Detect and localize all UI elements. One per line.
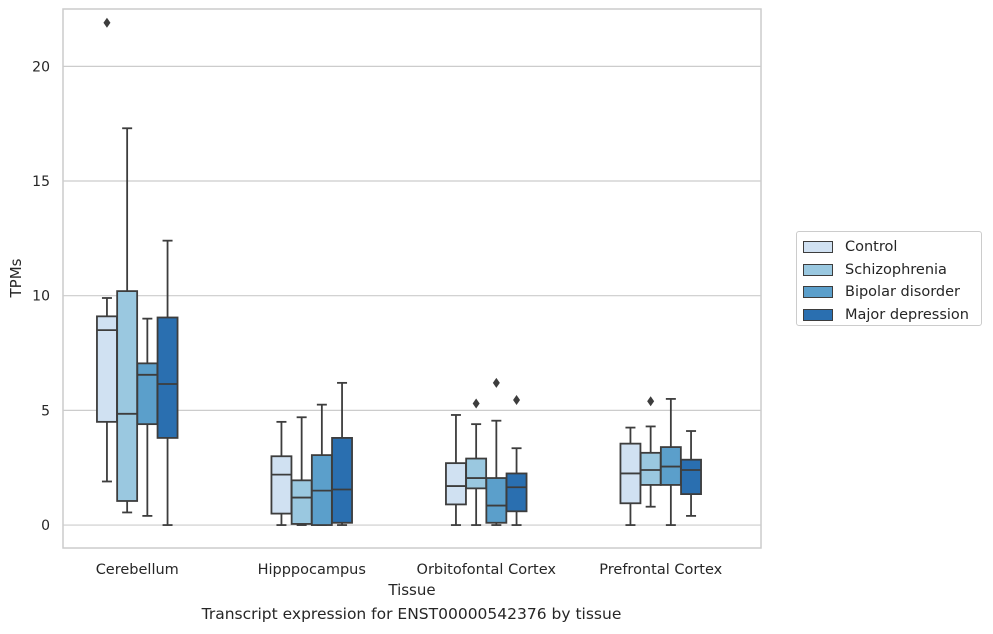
x-tick-label-hipppocampus: Hipppocampus xyxy=(258,562,366,578)
box-schizophrenia-cerebellum xyxy=(116,127,139,514)
y-tick-label-20: 20 xyxy=(32,59,50,75)
box-major-depression-cerebellum xyxy=(156,239,179,526)
box-control-orbitofontal-cortex xyxy=(445,414,467,526)
x-tick-label-cerebellum: Cerebellum xyxy=(96,562,179,578)
x-tick-labels: Cerebellum Hipppocampus Orbitofontal Corte… xyxy=(96,562,723,578)
legend-swatch-schizophrenia xyxy=(803,263,833,276)
box-schizophrenia-hipppocampus xyxy=(290,416,313,526)
box-body xyxy=(485,477,508,524)
box-body xyxy=(290,479,313,525)
box-major-depression-prefrontal-cortex xyxy=(680,430,702,517)
legend-label-control: Control xyxy=(845,239,898,256)
box-body xyxy=(96,315,118,423)
outlier-point-0 xyxy=(647,396,655,407)
legend-swatch-control xyxy=(803,241,833,254)
box-body xyxy=(270,455,293,515)
box-body xyxy=(639,451,662,486)
series-control xyxy=(96,17,642,526)
legend-label-bipolar-disorder: Bipolar disorder xyxy=(845,284,960,301)
box-body xyxy=(136,362,159,426)
y-tick-label-0: 0 xyxy=(41,518,50,534)
box-body xyxy=(331,437,353,524)
box-body xyxy=(680,458,702,495)
box-major-depression-orbitofontal-cortex xyxy=(505,395,528,526)
legend-swatch-bipolar-disorder xyxy=(803,286,833,299)
y-tick-label-5: 5 xyxy=(41,403,50,419)
outlier-point-0 xyxy=(472,398,480,409)
series-bipolar-disorder xyxy=(136,317,682,526)
box-body xyxy=(445,462,467,506)
plot-frame xyxy=(62,8,762,549)
y-tick-labels: 0 5 10 15 20 xyxy=(32,59,50,534)
legend-item-control: Control xyxy=(803,236,981,259)
legend-label-schizophrenia: Schizophrenia xyxy=(845,261,947,278)
box-schizophrenia-prefrontal-cortex xyxy=(639,396,662,508)
box-control-cerebellum xyxy=(96,17,118,483)
legend-swatch-major-depression xyxy=(803,308,833,321)
box-bipolar-disorder-prefrontal-cortex xyxy=(659,398,682,526)
legend-label-major-depression: Major depression xyxy=(845,306,969,323)
x-tick-label-orbitofontal-cortex: Orbitofontal Cortex xyxy=(417,562,557,578)
y-tick-label-10: 10 xyxy=(32,289,50,305)
box-bipolar-disorder-orbitofontal-cortex xyxy=(485,377,508,526)
box-bipolar-disorder-hipppocampus xyxy=(310,403,333,526)
y-axis-label: TPMs xyxy=(7,258,25,298)
legend-item-major-depression: Major depression xyxy=(803,304,981,327)
legend-item-schizophrenia: Schizophrenia xyxy=(803,259,981,282)
series-major-depression xyxy=(156,239,702,526)
box-bipolar-disorder-cerebellum xyxy=(136,317,159,517)
box-body xyxy=(116,290,139,502)
y-tick-label-15: 15 xyxy=(32,174,50,190)
legend-item-bipolar-disorder: Bipolar disorder xyxy=(803,281,981,304)
box-major-depression-hipppocampus xyxy=(331,381,353,526)
box-body xyxy=(505,472,528,513)
x-tick-label-prefrontal-cortex: Prefrontal Cortex xyxy=(599,562,722,578)
box-body xyxy=(465,457,488,490)
outlier-point-0 xyxy=(492,377,500,388)
box-series xyxy=(96,17,702,526)
outlier-point-0 xyxy=(103,17,111,28)
box-schizophrenia-orbitofontal-cortex xyxy=(465,398,488,526)
box-body xyxy=(156,316,179,439)
box-control-hipppocampus xyxy=(270,420,293,526)
x-axis-label: Tissue xyxy=(387,581,435,599)
series-schizophrenia xyxy=(116,127,662,526)
grid-lines xyxy=(63,65,761,526)
outlier-point-0 xyxy=(513,395,521,406)
box-control-prefrontal-cortex xyxy=(619,426,642,526)
chart-caption: Transcript expression for ENST0000054237… xyxy=(201,605,622,623)
legend: Control Schizophrenia Bipolar disorder M… xyxy=(796,231,982,326)
